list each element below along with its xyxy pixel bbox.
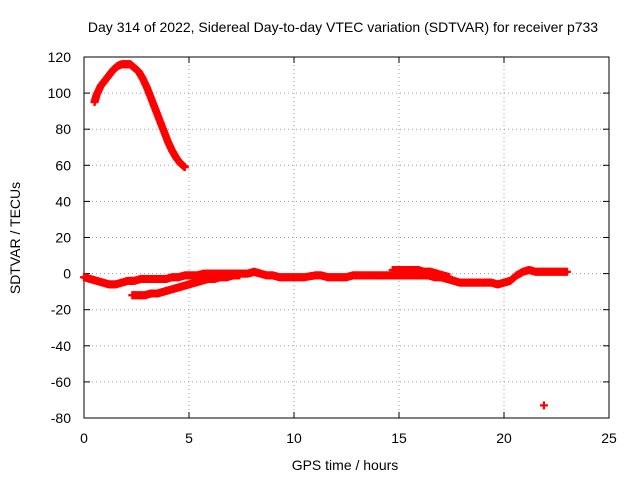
- y-tick-label: 80: [55, 121, 71, 137]
- data-points: [80, 60, 571, 410]
- series-lower-branch: [128, 271, 244, 300]
- y-tick-label: -40: [51, 338, 71, 354]
- x-tick-label: 5: [185, 430, 193, 446]
- series-bump-15-17: [388, 265, 454, 282]
- axis-ticks: 0 5 10 15 20 25 -80 -60 -40 -20 0 20 40 60 80 100 120: [48, 49, 617, 446]
- grid: [84, 57, 609, 418]
- y-axis-label: SDTVAR / TECUs: [7, 182, 23, 294]
- data-point: [539, 401, 548, 410]
- chart-title: Day 314 of 2022, Sidereal Day-to-day VTE…: [88, 19, 598, 35]
- series-high-arc: [90, 60, 189, 172]
- x-tick-label: 25: [601, 430, 617, 446]
- x-tick-label: 0: [80, 430, 88, 446]
- y-tick-label: 0: [63, 266, 71, 282]
- y-tick-label: 60: [55, 157, 71, 173]
- data-point: [235, 271, 244, 280]
- x-axis-label: GPS time / hours: [292, 457, 399, 473]
- y-tick-label: 20: [55, 230, 71, 246]
- x-tick-label: 15: [391, 430, 407, 446]
- y-tick-label: -60: [51, 374, 71, 390]
- x-tick-label: 20: [496, 430, 512, 446]
- y-tick-label: -80: [51, 410, 71, 426]
- data-point: [180, 163, 189, 172]
- y-tick-label: 100: [48, 85, 72, 101]
- y-tick-label: -20: [51, 302, 71, 318]
- y-tick-label: 40: [55, 193, 71, 209]
- data-point: [445, 273, 454, 282]
- data-point: [563, 267, 571, 276]
- y-tick-label: 120: [48, 49, 72, 65]
- series-outlier: [539, 401, 548, 410]
- x-tick-label: 10: [286, 430, 302, 446]
